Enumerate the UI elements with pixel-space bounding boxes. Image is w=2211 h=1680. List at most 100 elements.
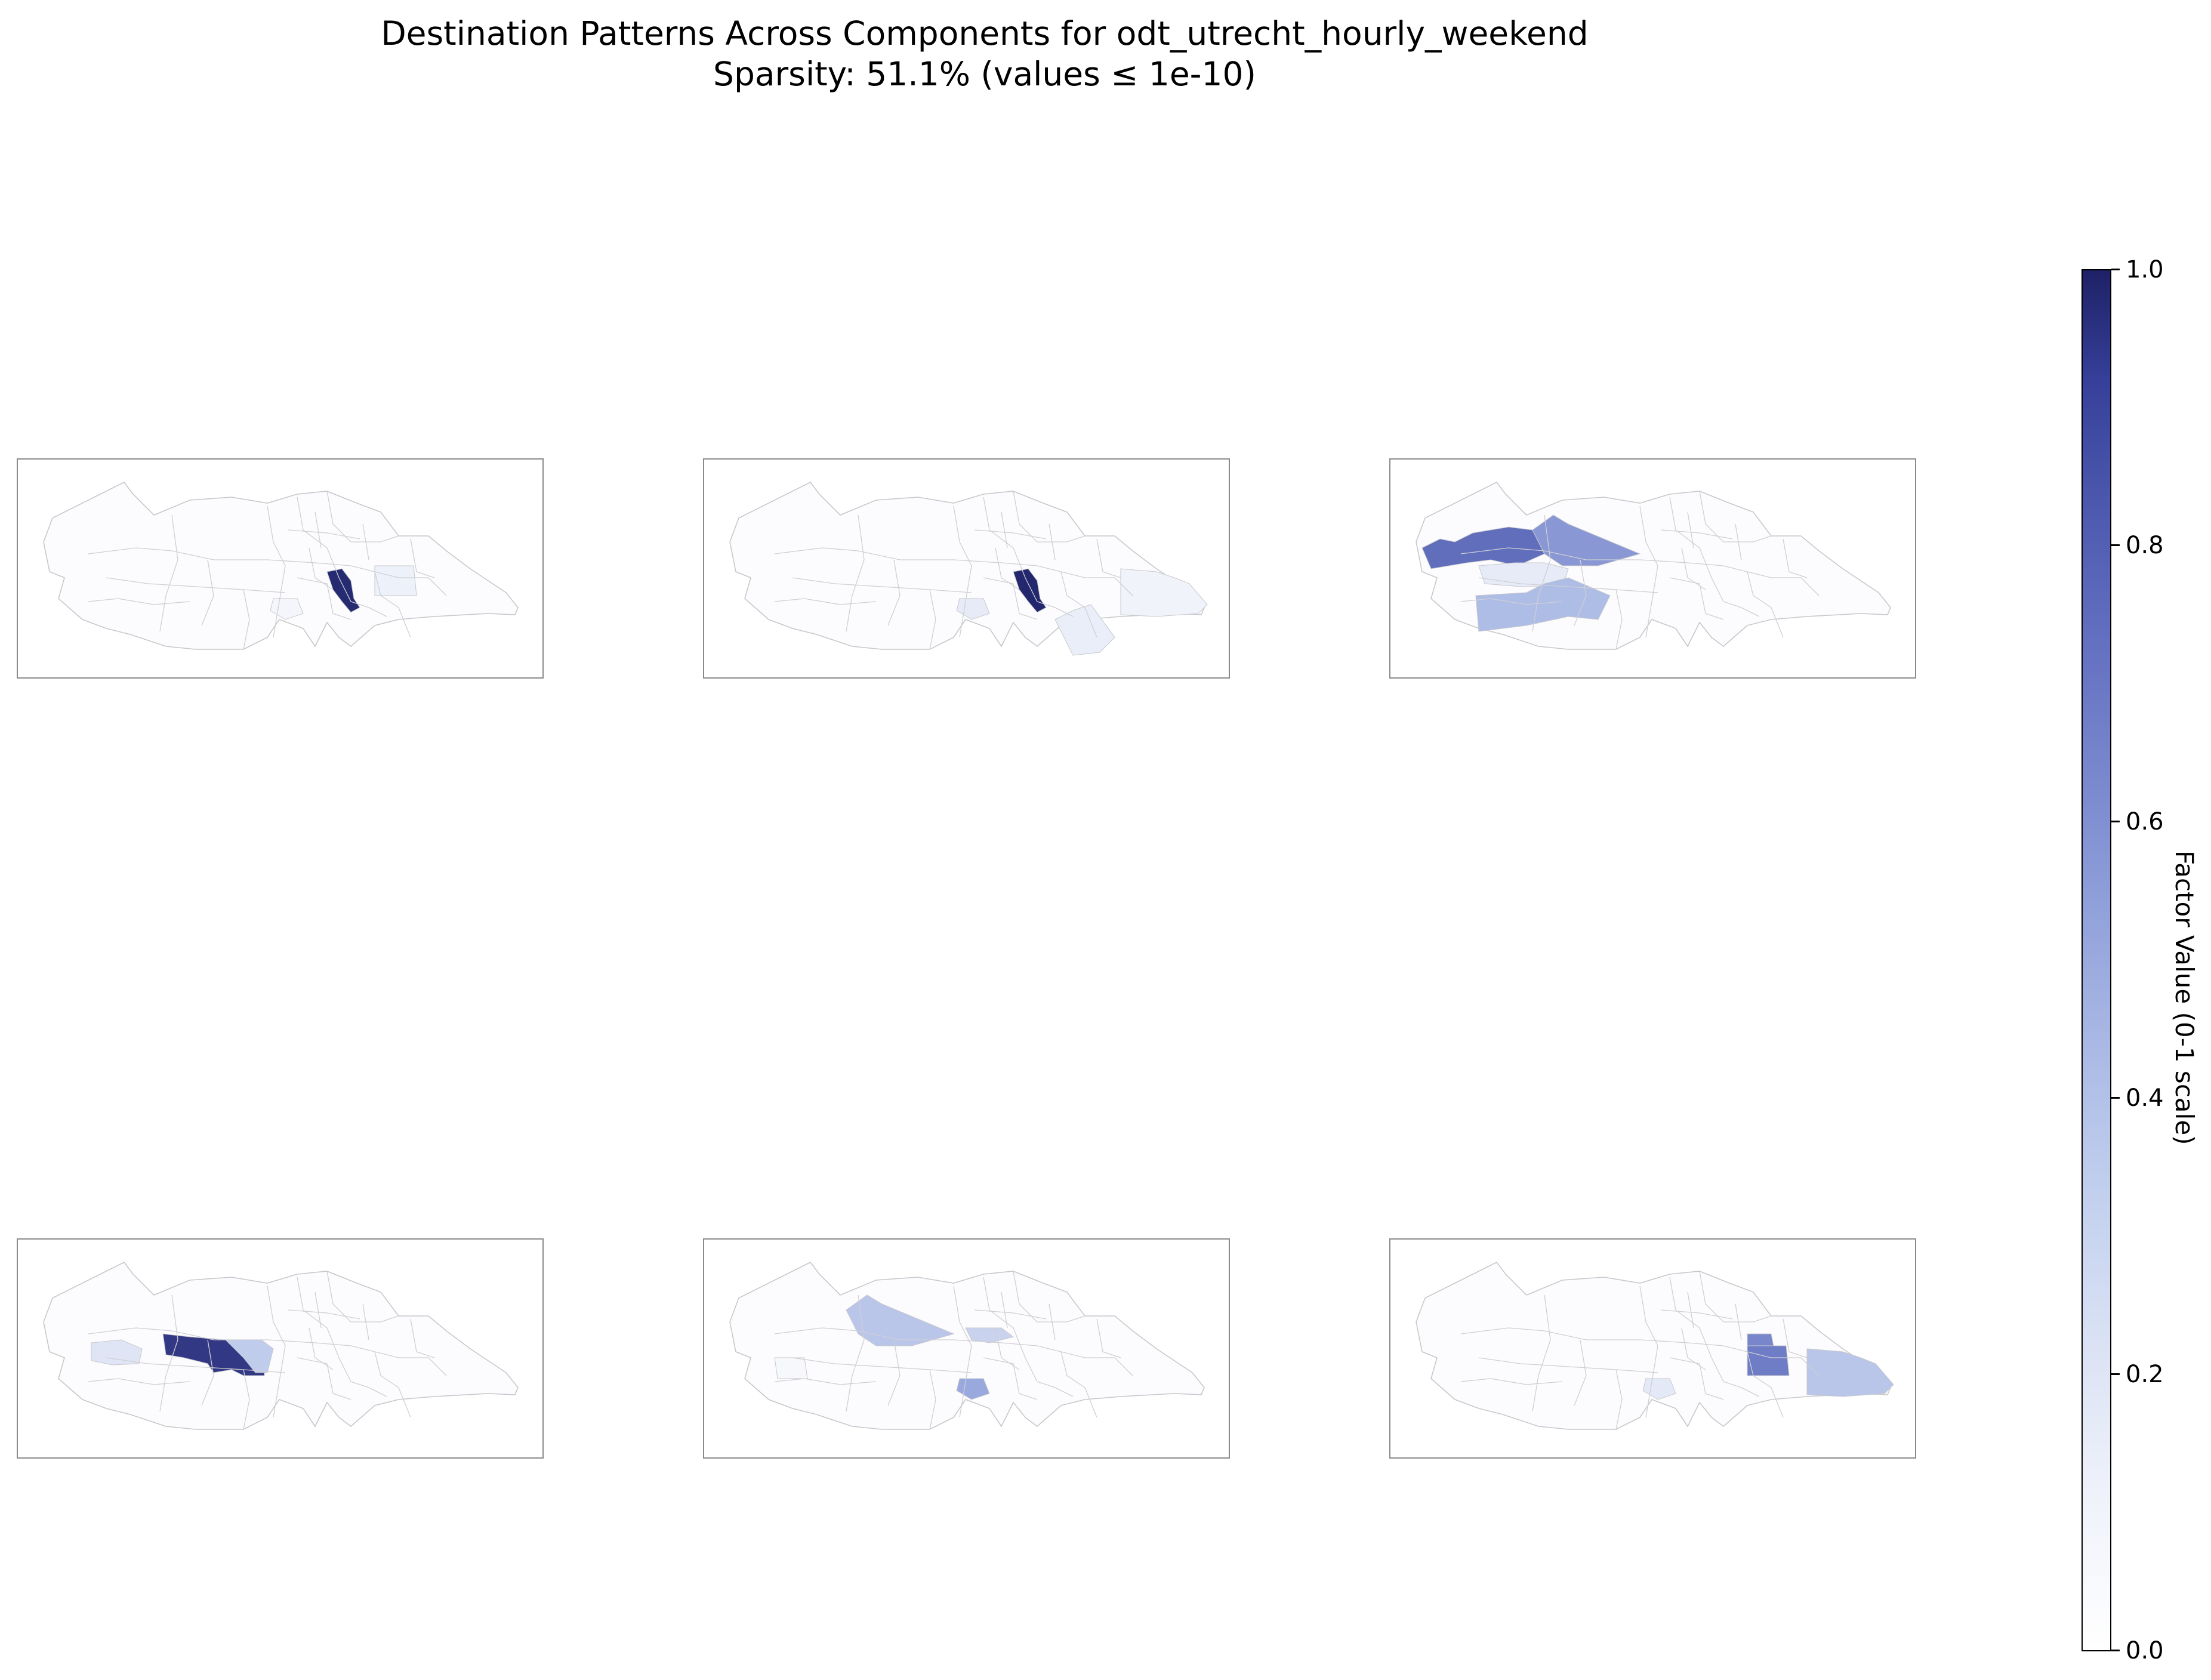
district-border bbox=[1747, 1351, 1784, 1418]
district-border bbox=[362, 523, 369, 560]
district-border bbox=[1723, 565, 1820, 596]
district-border bbox=[1037, 1345, 1133, 1376]
region-far-east bbox=[1120, 568, 1208, 617]
district-border bbox=[1001, 511, 1008, 548]
district-border bbox=[309, 547, 334, 590]
district-border bbox=[297, 1357, 351, 1400]
district-border bbox=[1669, 497, 1712, 578]
district-border bbox=[1460, 1327, 1724, 1346]
district-border bbox=[1783, 1318, 1808, 1358]
map-panel-3 bbox=[1389, 458, 1916, 679]
district-border bbox=[1060, 1351, 1097, 1418]
district-border bbox=[1639, 1286, 1658, 1418]
map-panel-2 bbox=[703, 458, 1230, 679]
district-border bbox=[1037, 565, 1133, 596]
district-border bbox=[1049, 523, 1056, 560]
district-border bbox=[995, 547, 1020, 590]
map-3 bbox=[1389, 458, 1916, 679]
district-border bbox=[88, 598, 190, 605]
district-border bbox=[288, 1309, 360, 1320]
district-border bbox=[1699, 1271, 1772, 1323]
district-border bbox=[288, 529, 360, 540]
district-border bbox=[1687, 1291, 1694, 1328]
map-2 bbox=[703, 458, 1230, 679]
district-border bbox=[1735, 523, 1742, 560]
district-border bbox=[314, 1291, 322, 1328]
district-border bbox=[243, 1369, 250, 1430]
district-border bbox=[983, 497, 1026, 578]
district-border bbox=[887, 1339, 901, 1406]
colorbar-tick bbox=[2111, 1097, 2120, 1099]
title-line-1: Destination Patterns Across Components f… bbox=[381, 14, 1589, 53]
district-border bbox=[350, 1345, 447, 1376]
district-border bbox=[1478, 1357, 1658, 1373]
region-far-east bbox=[1806, 1348, 1894, 1397]
district-border bbox=[1460, 598, 1563, 605]
municipality-outline bbox=[729, 1261, 1205, 1430]
district-border bbox=[1783, 538, 1808, 578]
district-border bbox=[410, 1318, 435, 1358]
district-border bbox=[995, 1327, 1020, 1370]
map-4 bbox=[17, 1238, 544, 1459]
district-border bbox=[1681, 1327, 1706, 1370]
map-panel-4 bbox=[17, 1238, 544, 1459]
map-panel-5 bbox=[703, 1238, 1230, 1459]
district-border bbox=[1615, 589, 1623, 650]
district-border bbox=[267, 1286, 286, 1418]
district-border bbox=[338, 577, 387, 617]
colorbar-tick bbox=[2111, 544, 2120, 546]
district-border bbox=[159, 1294, 178, 1412]
district-border bbox=[1669, 1277, 1712, 1358]
district-border bbox=[297, 1277, 340, 1358]
figure-title: Destination Patterns Across Components f… bbox=[0, 13, 1969, 94]
district-border bbox=[159, 514, 178, 632]
district-border bbox=[1574, 1339, 1587, 1406]
map-6 bbox=[1389, 1238, 1916, 1459]
district-border bbox=[774, 547, 1038, 566]
district-border bbox=[326, 491, 399, 542]
region-south-west bbox=[1475, 577, 1611, 632]
region-far-west bbox=[774, 1357, 808, 1379]
map-1 bbox=[17, 458, 544, 679]
district-border bbox=[792, 577, 972, 593]
region-west bbox=[91, 1339, 143, 1365]
map-panel-1 bbox=[17, 458, 544, 679]
district-border bbox=[792, 1357, 972, 1373]
district-border bbox=[953, 505, 972, 638]
colorbar-tick bbox=[2111, 821, 2120, 822]
district-border bbox=[1723, 1345, 1820, 1376]
colorbar-tick bbox=[2111, 1650, 2120, 1651]
district-border bbox=[1460, 1378, 1563, 1385]
district-border bbox=[929, 589, 936, 650]
colorbar-tick-label: 1.0 bbox=[2126, 256, 2164, 283]
colorbar-tick-label: 0.6 bbox=[2126, 808, 2164, 836]
district-border bbox=[983, 1277, 1026, 1358]
district-border bbox=[88, 547, 351, 566]
colorbar-label: Factor Value (0-1 scale) bbox=[2170, 850, 2199, 1145]
colorbar-tick bbox=[2111, 1373, 2120, 1375]
district-border bbox=[929, 1369, 936, 1430]
district-border bbox=[846, 514, 865, 632]
district-border bbox=[983, 1357, 1038, 1400]
district-border bbox=[1699, 491, 1772, 542]
district-border bbox=[309, 1327, 334, 1370]
district-border bbox=[774, 598, 877, 605]
colorbar-tick bbox=[2111, 269, 2120, 270]
district-border bbox=[1639, 505, 1658, 638]
district-border bbox=[887, 559, 901, 626]
district-border bbox=[1615, 1369, 1623, 1430]
map-5 bbox=[703, 1238, 1230, 1459]
district-border bbox=[1025, 577, 1074, 617]
district-border bbox=[1660, 529, 1733, 540]
district-border bbox=[1711, 1357, 1760, 1397]
district-border bbox=[297, 577, 351, 620]
district-border bbox=[774, 1378, 877, 1385]
district-border bbox=[326, 1271, 399, 1323]
colorbar-tick-label: 0.8 bbox=[2126, 532, 2164, 559]
district-border bbox=[1460, 547, 1724, 566]
district-border bbox=[1013, 491, 1086, 542]
title-line-2: Sparsity: 51.1% (values ≤ 1e-10) bbox=[713, 55, 1256, 93]
district-border bbox=[410, 538, 435, 578]
district-border bbox=[297, 497, 340, 578]
district-border bbox=[350, 565, 447, 596]
